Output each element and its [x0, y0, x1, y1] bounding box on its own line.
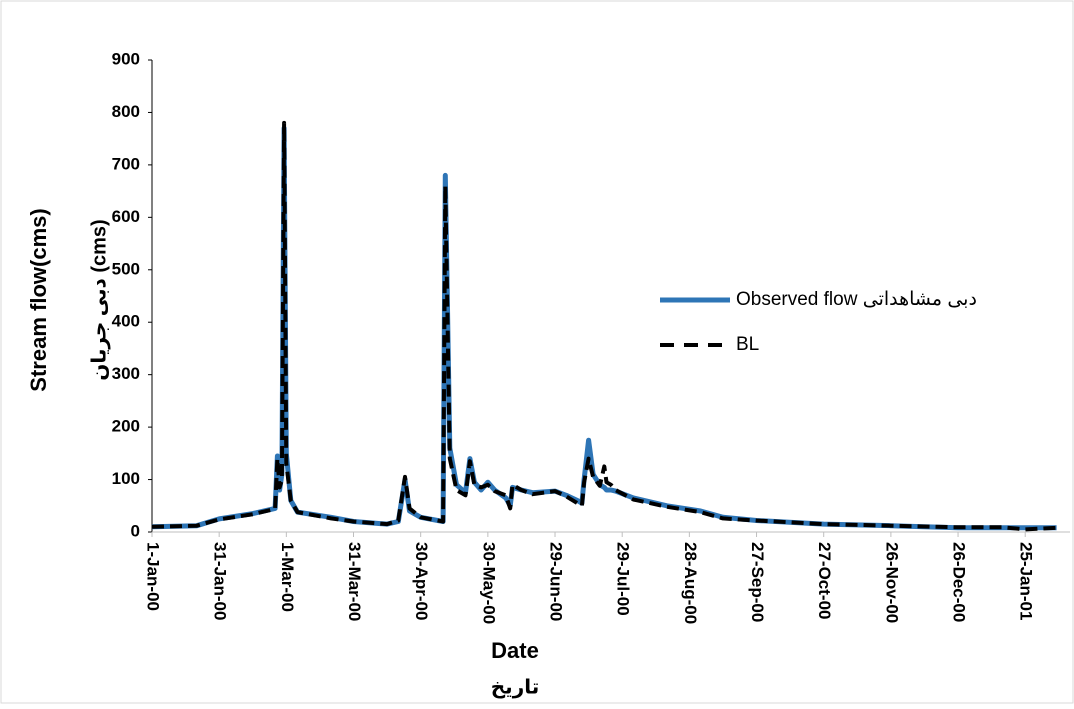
x-tick-label: 30-Apr-00 [412, 542, 431, 620]
y-tick-label: 400 [112, 312, 140, 331]
legend-label: BL [736, 334, 759, 355]
x-tick-label: 25-Jan-01 [1017, 542, 1036, 620]
legend-label: Observed flow دبی مشاهداتی [736, 289, 977, 310]
x-tick-label: 29-Jul-00 [614, 542, 633, 616]
x-tick-label: 28-Aug-00 [681, 542, 700, 624]
x-tick-label: 1-Mar-00 [278, 542, 297, 612]
x-tick-label: 1-Jan-00 [144, 542, 163, 611]
x-tick-label: 26-Nov-00 [882, 542, 901, 623]
x-tick-label: 29-Jun-00 [547, 542, 566, 621]
x-tick-label: 27-Oct-00 [815, 542, 834, 619]
x-tick-label: 31-Jan-00 [211, 542, 230, 620]
x-axis-title-2: تاریخ [491, 676, 539, 698]
y-tick-label: 700 [112, 154, 140, 173]
y-tick-label: 300 [112, 364, 140, 383]
y-tick-label: 800 [112, 102, 140, 121]
series-line [151, 120, 1057, 532]
x-axis-title: Date [491, 638, 539, 663]
y-tick-label: 500 [112, 259, 140, 278]
x-tick-label: 26-Dec-00 [950, 542, 969, 622]
y-tick-label: 0 [131, 521, 140, 540]
y-axis-title-2: دبی جریان (cms) [88, 219, 110, 380]
y-tick-label: 100 [112, 469, 140, 488]
y-tick-label: 900 [112, 49, 140, 68]
y-tick-label: 600 [112, 207, 140, 226]
x-tick-label: 30-May-00 [479, 542, 498, 624]
x-tick-label: 27-Sep-00 [748, 542, 767, 622]
x-tick-label: 31-Mar-00 [345, 542, 364, 621]
y-axis-title: Stream flow(cms) [26, 208, 51, 391]
y-tick-label: 200 [112, 417, 140, 436]
